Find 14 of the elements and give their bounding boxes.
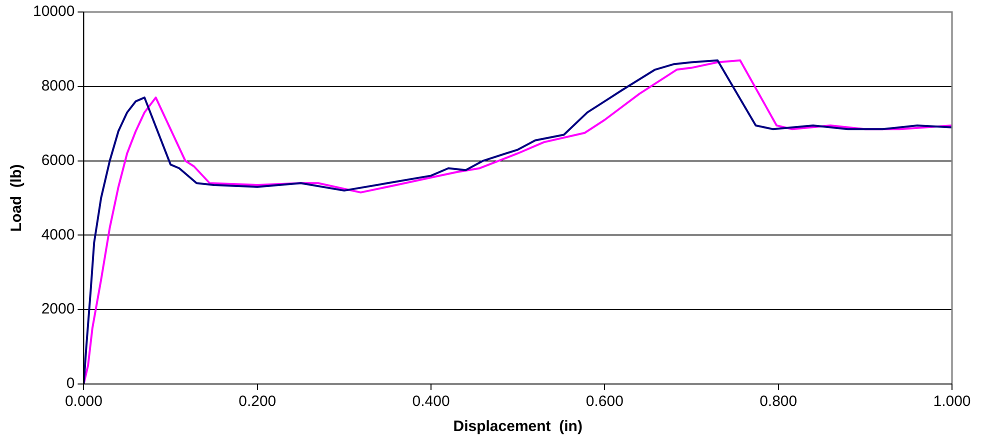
y-tick-label: 4000: [41, 226, 75, 244]
y-tick-label: 6000: [41, 152, 75, 169]
x-tick-label: 0.200: [238, 393, 276, 410]
y-tick-label: 0: [66, 375, 75, 392]
y-tick-label: 2000: [41, 300, 75, 318]
x-tick-label: 0.800: [760, 393, 798, 410]
x-tick-label: 0.400: [412, 393, 450, 410]
y-axis-title: Load (lb): [8, 164, 26, 232]
y-tick-label: 8000: [41, 78, 75, 95]
x-tick-label: 0.000: [64, 393, 102, 410]
x-axis-title: Displacement (in): [453, 418, 582, 436]
x-tick-label: 0.600: [586, 393, 624, 410]
y-tick-label: 10000: [32, 3, 75, 20]
x-tick-label: 1.000: [933, 393, 971, 410]
